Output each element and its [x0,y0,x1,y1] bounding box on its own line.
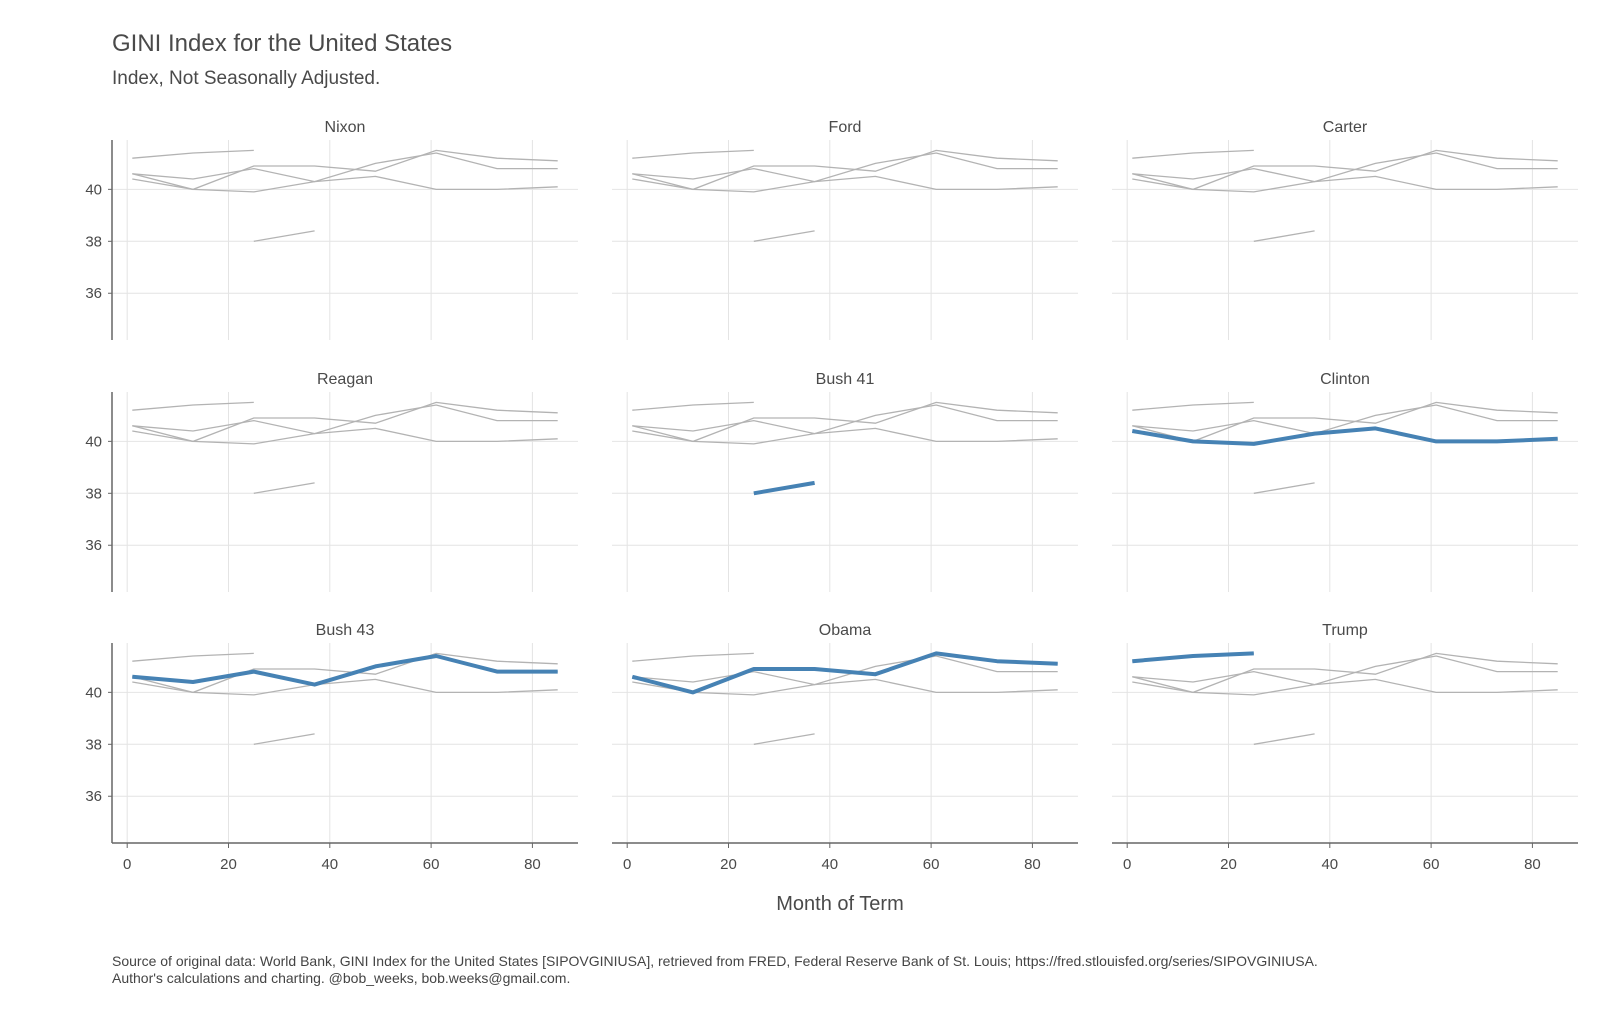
caption-line-1: Source of original data: World Bank, GIN… [112,953,1318,969]
chart-subtitle: Index, Not Seasonally Adjusted. [112,68,381,89]
background-line-bush-43 [632,404,1058,435]
background-line-bush-41 [253,482,315,494]
y-tick-label: 40 [85,181,102,198]
y-tick-label: 40 [85,684,102,701]
panel-title: Nixon [325,119,366,136]
background-line-obama [632,149,1058,191]
highlight-line-trump [1132,651,1254,664]
panel-reagan: Reagan 36 38 40 [85,371,578,592]
highlight-line-bush-41 [753,480,815,496]
background-line-clinton [132,678,558,696]
background-line-bush-41 [1253,230,1315,242]
panel-title: Reagan [317,371,373,388]
background-line-obama [132,401,558,443]
x-tick-label: 60 [1423,856,1440,873]
panel-nixon: Nixon 36 38 40 [85,119,578,340]
panel-title: Trump [1322,622,1368,639]
x-tick-label: 60 [923,856,940,873]
x-tick-label: 60 [423,856,440,873]
background-line-bush-41 [753,230,815,242]
y-tick-label: 36 [85,537,102,554]
background-line-bush-43 [1132,655,1558,686]
panel-title: Bush 41 [816,371,875,388]
x-tick-label: 80 [1524,856,1541,873]
background-line-trump [132,652,254,662]
background-line-obama [1132,652,1558,694]
y-tick-label: 40 [85,433,102,450]
x-tick-label: 0 [1123,856,1131,873]
background-line-bush-41 [253,230,315,242]
background-line-bush-43 [1132,404,1558,435]
panel-title: Ford [829,119,862,136]
background-line-trump [1132,149,1254,159]
background-line-clinton [632,678,1058,696]
x-tick-label: 0 [623,856,631,873]
panel-title: Obama [819,622,872,639]
background-line-trump [632,652,754,662]
background-line-bush-41 [753,733,815,745]
background-line-clinton [1132,678,1558,696]
background-line-obama [1132,401,1558,443]
background-line-clinton [632,175,1058,193]
panel-clinton: Clinton [1112,371,1578,592]
x-tick-label: 20 [220,856,237,873]
background-line-bush-43 [632,152,1058,183]
background-line-clinton [132,175,558,193]
background-line-trump [632,401,754,411]
background-line-clinton [632,427,1058,445]
x-tick-label: 80 [1024,856,1041,873]
y-tick-label: 38 [85,736,102,753]
highlight-line-obama [631,651,1058,695]
background-line-bush-41 [1253,733,1315,745]
background-line-bush-41 [1253,482,1315,494]
background-line-bush-43 [1132,152,1558,183]
panel-obama: Obama 0 20 40 60 80 [612,622,1078,873]
highlight-line-bush-43 [132,654,558,687]
x-tick-label: 40 [321,856,338,873]
background-line-obama [132,652,558,694]
x-tick-label: 20 [720,856,737,873]
panel-trump: Trump 0 20 40 60 80 [1112,622,1578,873]
background-line-bush-43 [132,152,558,183]
y-tick-label: 36 [85,285,102,302]
background-line-bush-43 [632,655,1058,686]
caption-line-2: Author's calculations and charting. @bob… [112,970,571,986]
background-line-trump [132,149,254,159]
panel-carter: Carter [1112,119,1578,340]
x-tick-label: 20 [1220,856,1237,873]
x-tick-label: 40 [1321,856,1338,873]
highlight-line-clinton [1131,426,1558,446]
x-axis-title: Month of Term [776,893,904,915]
x-tick-label: 80 [524,856,541,873]
x-tick-label: 0 [123,856,131,873]
background-line-bush-41 [253,733,315,745]
y-tick-label: 38 [85,233,102,250]
y-tick-label: 36 [85,788,102,805]
panel-ford: Ford [612,119,1078,340]
source-caption: Source of original data: World Bank, GIN… [112,953,1318,987]
y-tick-label: 38 [85,485,102,502]
panel-title: Clinton [1320,371,1370,388]
chart-title: GINI Index for the United States [112,30,453,57]
background-line-bush-43 [132,404,558,435]
x-tick-label: 40 [821,856,838,873]
background-line-trump [632,149,754,159]
panel-title: Bush 43 [316,622,375,639]
background-line-obama [1132,149,1558,191]
background-line-clinton [132,427,558,445]
background-line-trump [132,401,254,411]
background-line-clinton [1132,175,1558,193]
panel-bush-41: Bush 41 [612,371,1078,592]
background-line-obama [132,149,558,191]
background-line-trump [1132,401,1254,411]
background-line-obama [632,401,1058,443]
panel-title: Carter [1323,119,1368,136]
panel-bush-43: Bush 43 36 38 40 0 20 40 60 80 [85,622,578,873]
